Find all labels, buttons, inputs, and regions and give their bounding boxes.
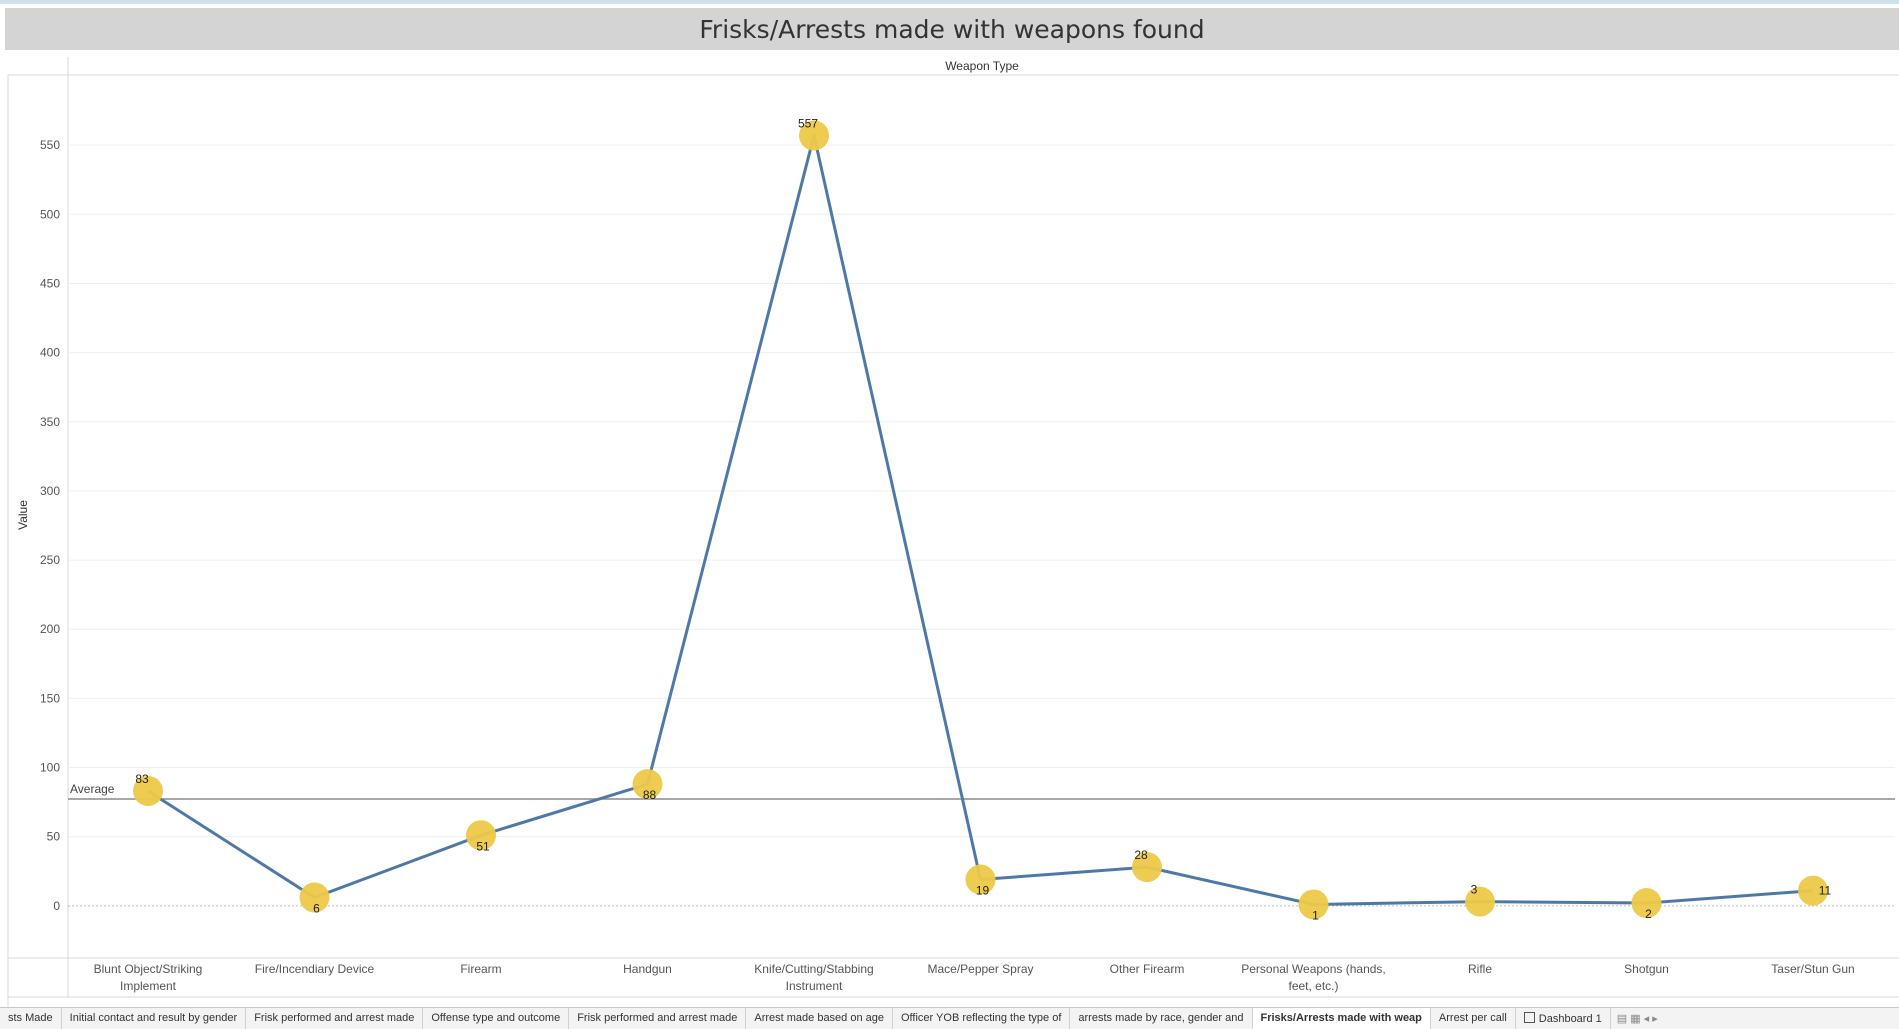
data-label: 3: [1471, 883, 1478, 897]
data-point-marker: [1798, 875, 1828, 906]
y-tick-label: 550: [40, 138, 60, 152]
window-top-border: [0, 0, 1899, 4]
data-point-marker: [965, 864, 996, 895]
x-category-label: Shotgun: [1624, 962, 1669, 976]
sheet-tab[interactable]: Frisk performed and arrest made: [246, 1008, 424, 1029]
y-tick-label: 400: [40, 346, 60, 360]
data-point-marker: [799, 120, 829, 151]
x-category-label: Knife/Cutting/Stabbing Instrument: [754, 962, 873, 993]
y-tick-label: 500: [40, 207, 60, 221]
y-tick-label: 50: [47, 830, 61, 844]
y-tick-label: 250: [40, 553, 60, 567]
sheet-tab[interactable]: Frisks/Arrests made with weap: [1252, 1008, 1431, 1029]
sheet-tab-label: sts Made: [8, 1012, 53, 1024]
data-label: 83: [135, 772, 149, 786]
data-label: 2: [1645, 907, 1652, 921]
data-label: 28: [1134, 848, 1148, 862]
sheet-tab-label: Initial contact and result by gender: [69, 1012, 238, 1024]
data-point-marker: [1631, 888, 1662, 919]
x-category-label: Fire/Incendiary Device: [255, 962, 375, 976]
x-category-label: Handgun: [623, 962, 672, 976]
data-label: 11: [1819, 884, 1832, 898]
sheet-tab-label: Frisk performed and arrest made: [577, 1012, 738, 1024]
sheet-tab-label: Arrest made based on age: [754, 1012, 884, 1024]
data-point-marker: [133, 776, 163, 807]
x-category-label: Firearm: [460, 962, 501, 976]
data-point-marker: [299, 882, 330, 913]
average-label: Average: [70, 782, 115, 796]
x-category-label: Other Firearm: [1110, 962, 1185, 976]
sheet-tab[interactable]: Arrest made based on age: [746, 1008, 893, 1029]
title-bar: Frisks/Arrests made with weapons found: [5, 8, 1899, 50]
dashboard-icon: [1523, 1012, 1535, 1023]
column-header: Weapon Type: [945, 59, 1019, 73]
data-label: 1: [1312, 908, 1319, 922]
sheet-tab-label: Offense type and outcome: [431, 1012, 561, 1024]
sheet-tab-label: Frisks/Arrests made with weap: [1260, 1012, 1422, 1024]
data-point-marker: [1132, 852, 1162, 883]
x-category-label: Blunt Object/Striking Implement: [94, 962, 203, 993]
data-label: 557: [798, 116, 818, 130]
y-tick-label: 0: [53, 899, 60, 913]
series-line: [147, 133, 1814, 906]
y-tick-label: 200: [40, 622, 60, 636]
sheet-tab-label: Officer YOB reflecting the type of: [901, 1012, 1062, 1024]
sheet-tab[interactable]: Frisk performed and arrest made: [569, 1008, 747, 1029]
sheet-tab[interactable]: Initial contact and result by gender: [62, 1008, 247, 1029]
tab-nav-controls[interactable]: ▤ ▦ ◂ ▸: [1616, 1013, 1658, 1025]
data-point-marker: [466, 820, 496, 851]
sheet-tab[interactable]: Officer YOB reflecting the type of: [893, 1008, 1071, 1029]
line-chart: Weapon Type Value 0 50 100 150 200 250 300 350 400…: [7, 57, 1899, 1007]
sheet-tab[interactable]: sts Made: [0, 1008, 62, 1029]
y-tick-label: 300: [40, 484, 60, 498]
data-point-marker: [632, 769, 663, 800]
sheet-tab[interactable]: Offense type and outcome: [423, 1008, 570, 1029]
sheet-tab-label: Frisk performed and arrest made: [254, 1012, 415, 1024]
data-point-marker: [1465, 886, 1495, 917]
sheet-tab-label: Arrest per call: [1438, 1012, 1507, 1024]
data-label: 6: [313, 902, 320, 916]
data-label: 19: [976, 884, 990, 898]
y-tick-label: 350: [40, 415, 60, 429]
sheet-tabs-bar: sts Made Initial contact and result by ge…: [0, 1007, 1899, 1029]
sheet-tab-label: arrests made by race, gender and: [1078, 1012, 1244, 1024]
x-category-label: Personal Weapons (hands, feet, etc.): [1241, 962, 1386, 993]
y-axis-label: Value: [16, 500, 30, 530]
data-label: 88: [643, 788, 657, 802]
sheet-tab[interactable]: Dashboard 1: [1516, 1008, 1611, 1029]
x-category-label: Rifle: [1468, 962, 1492, 976]
chart-title: Frisks/Arrests made with weapons found: [699, 14, 1205, 44]
data-label: 51: [476, 839, 490, 853]
sheet-tab[interactable]: Arrest per call: [1431, 1008, 1516, 1029]
x-category-label: Mace/Pepper Spray: [927, 962, 1033, 976]
sheet-tab[interactable]: arrests made by race, gender and: [1070, 1008, 1253, 1029]
y-tick-label: 100: [40, 761, 60, 775]
sheet-tab-label: Dashboard 1: [1538, 1013, 1602, 1025]
data-point-marker: [1298, 889, 1329, 920]
y-tick-label: 150: [40, 691, 60, 705]
y-tick-label: 450: [40, 276, 60, 290]
x-category-label: Taser/Stun Gun: [1771, 962, 1854, 976]
